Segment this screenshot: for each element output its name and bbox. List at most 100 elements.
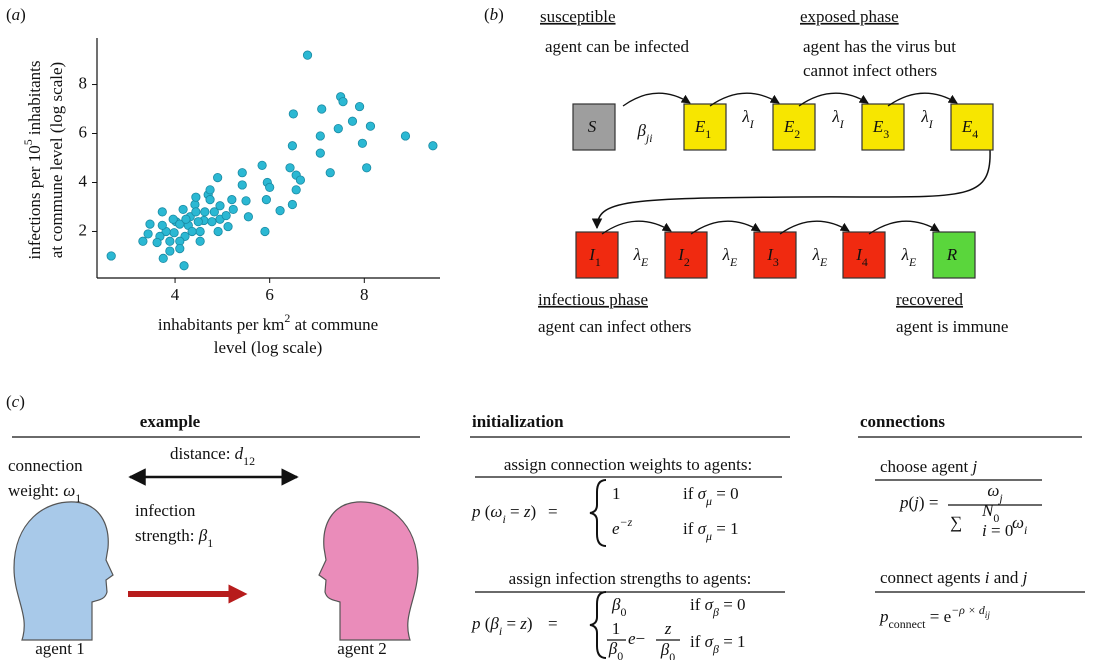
text-run: E bbox=[872, 117, 884, 136]
text-run: R bbox=[946, 245, 958, 264]
point bbox=[159, 254, 167, 262]
point bbox=[339, 97, 347, 105]
text-run: λ bbox=[633, 245, 641, 264]
text-run: 1 bbox=[705, 127, 711, 141]
point bbox=[158, 221, 166, 229]
y-tick-label: 4 bbox=[79, 171, 88, 190]
text-run: 12 bbox=[243, 454, 255, 468]
text-run: if bbox=[690, 595, 705, 614]
agent-head bbox=[14, 502, 113, 640]
rate-label: λI bbox=[831, 107, 844, 131]
formula-text: β0 bbox=[608, 639, 623, 660]
point bbox=[261, 227, 269, 235]
formula-text: = bbox=[548, 502, 558, 521]
transition-arrow bbox=[623, 93, 690, 106]
point bbox=[224, 222, 232, 230]
point bbox=[139, 237, 147, 245]
point bbox=[276, 206, 284, 214]
point bbox=[262, 195, 270, 203]
page: {"chart_data": {"type": "scatter", "pane… bbox=[0, 0, 1094, 660]
text-run: ) = bbox=[919, 493, 939, 512]
formula-text: choose agent j bbox=[880, 457, 978, 476]
text-run: = 1 bbox=[719, 632, 746, 651]
formula-text: = bbox=[548, 614, 558, 633]
formula-text: e− bbox=[628, 629, 645, 648]
y-axis-label: at commune level (log scale) bbox=[47, 62, 66, 258]
text-run: inhabitants bbox=[25, 60, 44, 139]
formula-text: if σμ = 0 bbox=[683, 484, 739, 508]
point bbox=[194, 217, 202, 225]
text-run: ω bbox=[63, 481, 75, 500]
text-run: λ bbox=[831, 107, 839, 126]
text-run: ( bbox=[481, 502, 491, 521]
point bbox=[366, 122, 374, 130]
point bbox=[358, 139, 366, 147]
formula-text: infection bbox=[135, 501, 196, 520]
text-run: = bbox=[548, 502, 558, 521]
formula-text: ∑ bbox=[950, 513, 962, 532]
text-run: at commune bbox=[290, 315, 378, 334]
text-run: if bbox=[690, 632, 705, 651]
text-run: j bbox=[971, 457, 978, 476]
point bbox=[216, 202, 224, 210]
text-run: i bbox=[1024, 523, 1027, 537]
x-tick-label: 8 bbox=[360, 285, 369, 304]
point bbox=[238, 168, 246, 176]
point bbox=[316, 149, 324, 157]
point bbox=[238, 181, 246, 189]
text-run: E bbox=[961, 117, 973, 136]
formula-text: p (ωi = z) bbox=[471, 502, 536, 526]
text-run: distance: bbox=[170, 444, 235, 463]
panel-label: (a) bbox=[6, 5, 26, 24]
rate-label: λE bbox=[812, 245, 828, 269]
text-run: b bbox=[490, 5, 499, 24]
text-run: ) bbox=[498, 5, 504, 24]
point bbox=[401, 132, 409, 140]
text-run: 1 bbox=[75, 491, 81, 505]
point bbox=[201, 208, 209, 216]
text-run: I bbox=[839, 117, 845, 131]
text-run: μ bbox=[705, 494, 712, 508]
point bbox=[182, 215, 190, 223]
text-run: ) bbox=[527, 614, 533, 633]
text-run: connection bbox=[8, 456, 83, 475]
text-run: z bbox=[664, 619, 672, 638]
point bbox=[206, 186, 214, 194]
point bbox=[222, 211, 230, 219]
phase-text: cannot infect others bbox=[803, 61, 937, 80]
text-run: if bbox=[683, 484, 698, 503]
formula-text: agent 2 bbox=[337, 639, 387, 658]
point bbox=[107, 252, 115, 260]
text-run: connect bbox=[889, 617, 927, 631]
formula-text: connect agents i and j bbox=[880, 568, 1028, 587]
text-run: level (log scale) bbox=[214, 338, 323, 357]
text-run: ) bbox=[530, 502, 536, 521]
phase-text: agent can infect others bbox=[538, 317, 691, 336]
text-run: λ bbox=[920, 107, 928, 126]
point bbox=[229, 205, 237, 213]
column-heading: initialization bbox=[472, 412, 564, 431]
text-run: 0 bbox=[620, 605, 626, 619]
phase-title: exposed phase bbox=[800, 7, 899, 26]
text-run: E bbox=[908, 255, 917, 269]
text-run: ( bbox=[481, 614, 491, 633]
formula-text: assign infection strengths to agents: bbox=[509, 569, 752, 588]
text-run: −z bbox=[620, 515, 633, 529]
phase-text: agent is immune bbox=[896, 317, 1008, 336]
point bbox=[166, 247, 174, 255]
point bbox=[265, 183, 273, 191]
rate-label: λE bbox=[901, 245, 917, 269]
agent-head bbox=[319, 502, 418, 640]
rate-label: λI bbox=[920, 107, 933, 131]
formula-text: if σμ = 1 bbox=[683, 519, 739, 543]
point bbox=[258, 161, 266, 169]
x-axis-label: level (log scale) bbox=[214, 338, 323, 357]
text-run: 3 bbox=[883, 127, 889, 141]
formula-text: z bbox=[664, 619, 672, 638]
text-run: 4 bbox=[862, 255, 868, 269]
state-label: S bbox=[588, 117, 597, 136]
x-axis-label: inhabitants per km2 at commune bbox=[158, 311, 378, 334]
point bbox=[303, 51, 311, 59]
rate-label: λE bbox=[633, 245, 649, 269]
formula-text: distance: d12 bbox=[170, 444, 255, 468]
